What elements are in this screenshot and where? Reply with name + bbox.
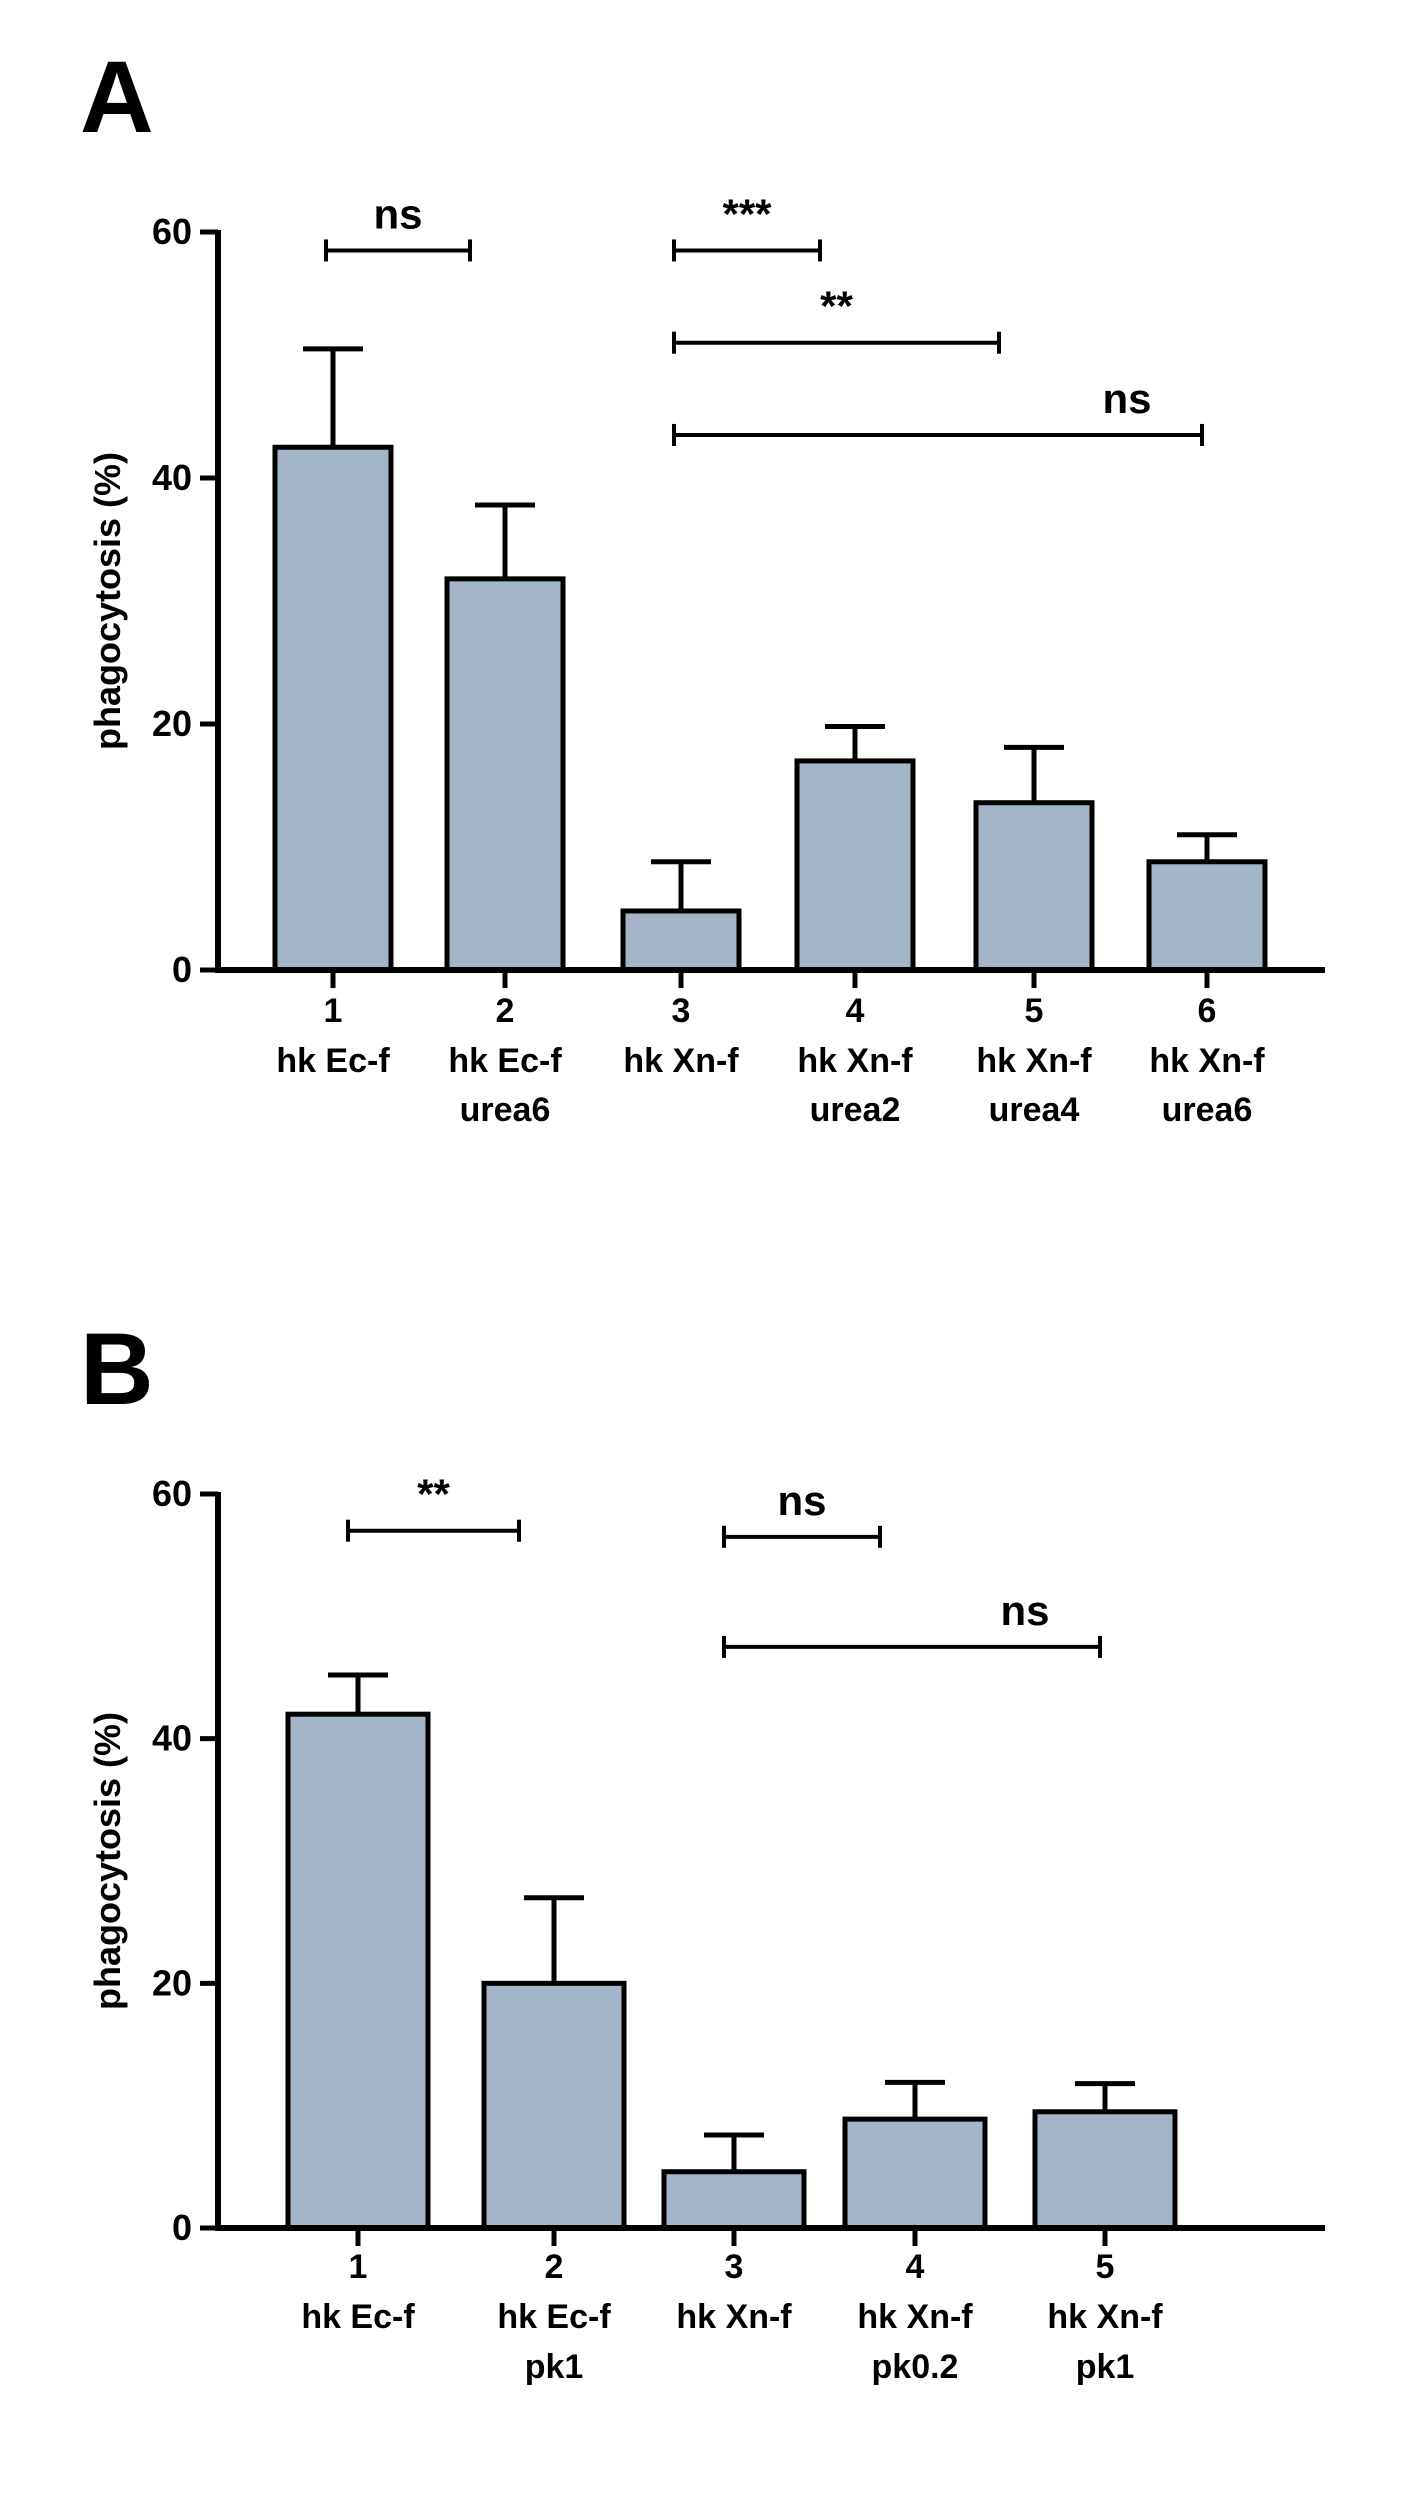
category-label: hk Xn-f xyxy=(976,1042,1092,1080)
bar-5 xyxy=(973,800,1095,973)
sig-label-1: ** xyxy=(417,1471,450,1518)
sig-label-1: ns xyxy=(373,190,422,237)
category-sublabel: urea6 xyxy=(460,1091,551,1129)
category-sublabel: pk1 xyxy=(1076,2348,1135,2386)
bar-6 xyxy=(1146,859,1268,973)
bar-1 xyxy=(285,1711,431,2231)
category-label: hk Xn-f xyxy=(676,2298,792,2336)
bar-5 xyxy=(1032,2109,1178,2231)
sig-label-3: ** xyxy=(820,283,853,330)
y-tick-label-60: 60 xyxy=(152,211,192,252)
category-sublabel: pk1 xyxy=(525,2348,584,2386)
y-tick-label-40: 40 xyxy=(152,1718,192,1759)
category-label: hk Xn-f xyxy=(797,1042,913,1080)
category-label: hk Xn-f xyxy=(1047,2298,1163,2336)
category-number: 2 xyxy=(496,992,515,1030)
y-tick-label-20: 20 xyxy=(152,1962,192,2003)
category-label: hk Xn-f xyxy=(1149,1042,1265,1080)
y-tick-label-20: 20 xyxy=(152,703,192,744)
category-number: 5 xyxy=(1025,992,1044,1030)
chart-a: 0 20 40 60 phagocytosis (%) 1 hk Ec-f 2 hk Ec-f u… xyxy=(87,190,1325,1129)
y-tick-label-40: 40 xyxy=(152,457,192,498)
category-number: 3 xyxy=(725,2248,744,2286)
category-number: 3 xyxy=(672,992,691,1030)
bar-2 xyxy=(481,1980,627,2231)
bar-3 xyxy=(661,2169,807,2231)
y-axis-label: phagocytosis (%) xyxy=(87,452,128,750)
y-axis-label: phagocytosis (%) xyxy=(87,1712,128,2010)
category-number: 1 xyxy=(324,992,343,1030)
panel-letter-b: B xyxy=(80,1312,154,1426)
category-label: hk Ec-f xyxy=(497,2298,611,2336)
category-label: hk Ec-f xyxy=(276,1042,390,1080)
category-sublabel: pk0.2 xyxy=(872,2348,959,2386)
category-number: 6 xyxy=(1198,992,1217,1030)
sig-label-2: ns xyxy=(777,1477,826,1524)
category-sublabel: urea4 xyxy=(989,1091,1080,1129)
y-tick-label-60: 60 xyxy=(152,1473,192,1514)
bar-4 xyxy=(842,2116,988,2231)
category-number: 4 xyxy=(906,2248,925,2286)
panel-letter-a: A xyxy=(80,40,154,154)
category-label: hk Xn-f xyxy=(857,2298,973,2336)
category-number: 1 xyxy=(349,2248,368,2286)
category-label: hk Xn-f xyxy=(623,1042,739,1080)
category-number: 5 xyxy=(1096,2248,1115,2286)
category-label: hk Ec-f xyxy=(448,1042,562,1080)
sig-label-4: ns xyxy=(1102,375,1151,422)
y-tick-label-0: 0 xyxy=(172,2207,192,2248)
y-tick-label-0: 0 xyxy=(172,949,192,990)
sig-label-2: *** xyxy=(722,190,772,237)
category-sublabel: urea6 xyxy=(1162,1091,1253,1129)
category-number: 2 xyxy=(545,2248,564,2286)
category-label: hk Ec-f xyxy=(301,2298,415,2336)
category-sublabel: urea2 xyxy=(810,1091,901,1129)
sig-label-3: ns xyxy=(1000,1587,1049,1634)
category-number: 4 xyxy=(846,992,865,1030)
